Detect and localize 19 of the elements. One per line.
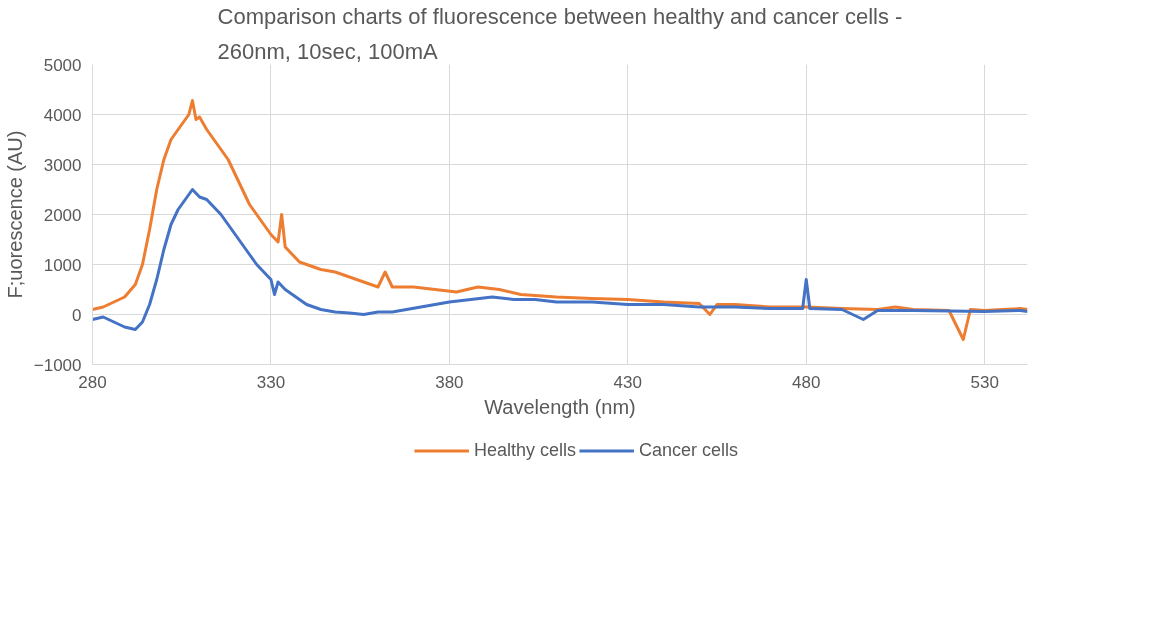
legend-label: Cancer cells [639,439,739,461]
x-axis-title: Wavelength (nm) [484,395,636,418]
chart-title: Comparison charts of fluorescence between healthy and cancer cells - 260nm, 10sec, 100mA [217,3,903,64]
y-tick-label: 5000 [43,55,82,75]
line-series [92,188,1028,331]
legend-label: Healthy cells [473,439,576,461]
y-tick-label: 2000 [43,205,82,225]
y-tick-label: 0 [72,305,82,325]
x-tick-label: 480 [792,372,821,392]
x-tick-label: 380 [435,372,464,392]
y-tick-label: −1000 [33,355,82,375]
x-tick-label: 280 [78,372,107,392]
y-tick-label: 4000 [43,105,82,125]
y-tick-label: 3000 [43,155,82,175]
x-tick-label: 530 [970,372,999,392]
x-tick-label: 330 [256,372,286,392]
y-axis-title: F;uorescence (AU) [3,130,26,299]
x-tick-label: 430 [613,372,642,392]
y-tick-label: 1000 [43,255,82,275]
